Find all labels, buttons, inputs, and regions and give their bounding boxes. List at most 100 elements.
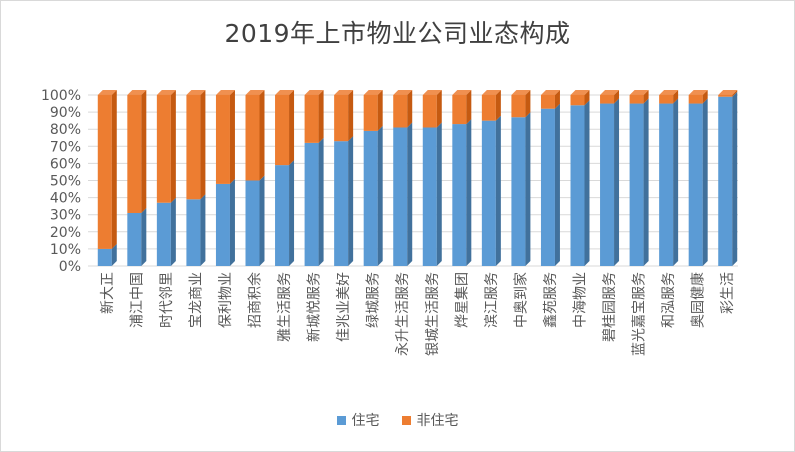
bar-segment-residential (215, 178, 235, 266)
x-tick-label: 宝龙商业 (188, 272, 204, 328)
y-tick-label: 10% (50, 242, 81, 258)
bar-segment-residential (245, 175, 265, 266)
legend-swatch-non-residential (401, 415, 411, 425)
bar-segment-residential (363, 125, 383, 266)
x-tick-label: 彩生活 (720, 272, 736, 314)
x-tick-label: 烨星集团 (453, 272, 470, 328)
bar-top (186, 90, 206, 95)
bar-top (659, 90, 679, 95)
bar-segment-residential (659, 98, 679, 266)
bar-top (393, 90, 413, 95)
x-tick-label: 蓝光嘉宝服务 (632, 272, 648, 356)
x-tick-label: 绿城服务 (366, 272, 382, 328)
bar-top (156, 90, 176, 95)
bar-top (363, 90, 383, 95)
y-tick-label: 70% (50, 139, 81, 155)
bar-segment-residential (600, 98, 620, 266)
bar-segment-residential (97, 243, 117, 266)
bar-top (422, 90, 442, 95)
x-tick-label: 保利物业 (218, 272, 234, 328)
x-tick-label: 滨江服务 (484, 272, 500, 328)
chart-title: 2019年上市物业公司业态构成 (224, 19, 571, 48)
bar-segment-non-residential (304, 90, 324, 143)
bar-segment-non-residential (422, 90, 442, 128)
x-tick-label: 雅生活服务 (277, 272, 293, 342)
y-tick-label: 60% (50, 156, 81, 172)
x-tick-label: 中海物业 (573, 272, 589, 328)
bar-segment-residential (629, 98, 649, 266)
y-axis: 0%10%20%30%40%50% 60%70%80%90%100% (41, 88, 81, 275)
bar-top (511, 90, 531, 95)
y-tick-label: 0% (59, 259, 81, 275)
x-tick-label: 碧桂园服务 (602, 272, 618, 342)
bar-segment-residential (540, 103, 560, 267)
bar-segment-non-residential (718, 90, 738, 97)
bar-segment-non-residential (156, 90, 176, 203)
bar-top (540, 90, 560, 95)
y-tick-label: 100% (41, 88, 81, 104)
bar-top (452, 90, 472, 95)
x-tick-label: 奥园健康 (690, 272, 707, 328)
bar-top (334, 90, 354, 95)
bar-segment-non-residential (600, 90, 620, 104)
legend-swatch-residential (336, 415, 346, 425)
legend-label-residential: 住宅 (351, 413, 380, 429)
bar-segment-residential (452, 119, 472, 266)
bar-segment-non-residential (275, 90, 295, 166)
bars (97, 90, 738, 267)
y-tick-label: 40% (50, 191, 81, 207)
x-tick-label: 新城悦服务 (307, 272, 323, 342)
x-tick-label: 鑫苑服务 (542, 272, 559, 328)
x-tick-label: 时代邻里 (159, 272, 175, 328)
bar-segment-residential (511, 112, 531, 266)
bar-segment-residential (127, 207, 147, 266)
y-tick-label: 50% (50, 174, 81, 190)
bar-top (127, 90, 147, 95)
bar-top (304, 90, 324, 95)
bar-top (245, 90, 265, 95)
bar-top (570, 90, 590, 95)
bar-segment-non-residential (570, 90, 590, 106)
legend-item-non-residential: 非住宅 (401, 410, 459, 430)
x-axis: 新大正 浦江中国 时代邻里 宝龙商业 保利物业 招商积余 雅生活服务 新城悦服务 佳兆业美好 绿城… (100, 272, 736, 356)
bar-segment-non-residential (452, 90, 472, 125)
bar-top (629, 90, 649, 95)
legend: 住宅 非住宅 (0, 410, 795, 430)
bar-segment-residential (304, 137, 324, 266)
bar-segment-residential (688, 98, 708, 266)
bar-segment-residential (570, 100, 590, 266)
bar-segment-non-residential (127, 90, 147, 213)
bar-segment-non-residential (245, 90, 265, 181)
bar-segment-residential (334, 136, 354, 266)
bar-top (718, 90, 738, 95)
bar-segment-non-residential (334, 90, 354, 142)
bar-segment-residential (393, 122, 413, 267)
bar-segment-non-residential (363, 90, 383, 131)
x-tick-label: 中奥到家 (512, 272, 529, 328)
x-tick-label: 和泓服务 (661, 272, 677, 328)
bar-segment-residential (422, 122, 442, 267)
legend-label-non-residential: 非住宅 (416, 413, 459, 429)
bar-segment-residential (156, 197, 176, 266)
legend-item-residential: 住宅 (336, 410, 380, 430)
bar-top (481, 90, 501, 95)
bar-segment-non-residential (186, 90, 206, 200)
bar-segment-non-residential (629, 90, 649, 104)
bar-segment-non-residential (393, 90, 413, 128)
bar-segment-non-residential (97, 90, 117, 249)
x-tick-label: 银城生活服务 (425, 272, 441, 356)
x-tick-label: 永升生活服务 (395, 272, 411, 356)
bar-top (688, 90, 708, 95)
bar-segment-residential (718, 91, 738, 267)
x-tick-label: 佳兆业美好 (336, 272, 352, 342)
y-tick-label: 90% (50, 105, 81, 121)
bar-segment-residential (481, 115, 501, 267)
bar-segment-non-residential (540, 90, 560, 109)
bar-segment-residential (186, 194, 206, 266)
bar-segment-non-residential (688, 90, 708, 104)
bar-segment-residential (275, 160, 295, 266)
x-tick-label: 浦江中国 (129, 272, 145, 328)
bar-top (600, 90, 620, 95)
bar-segment-non-residential (511, 90, 531, 118)
bar-top (97, 90, 117, 95)
